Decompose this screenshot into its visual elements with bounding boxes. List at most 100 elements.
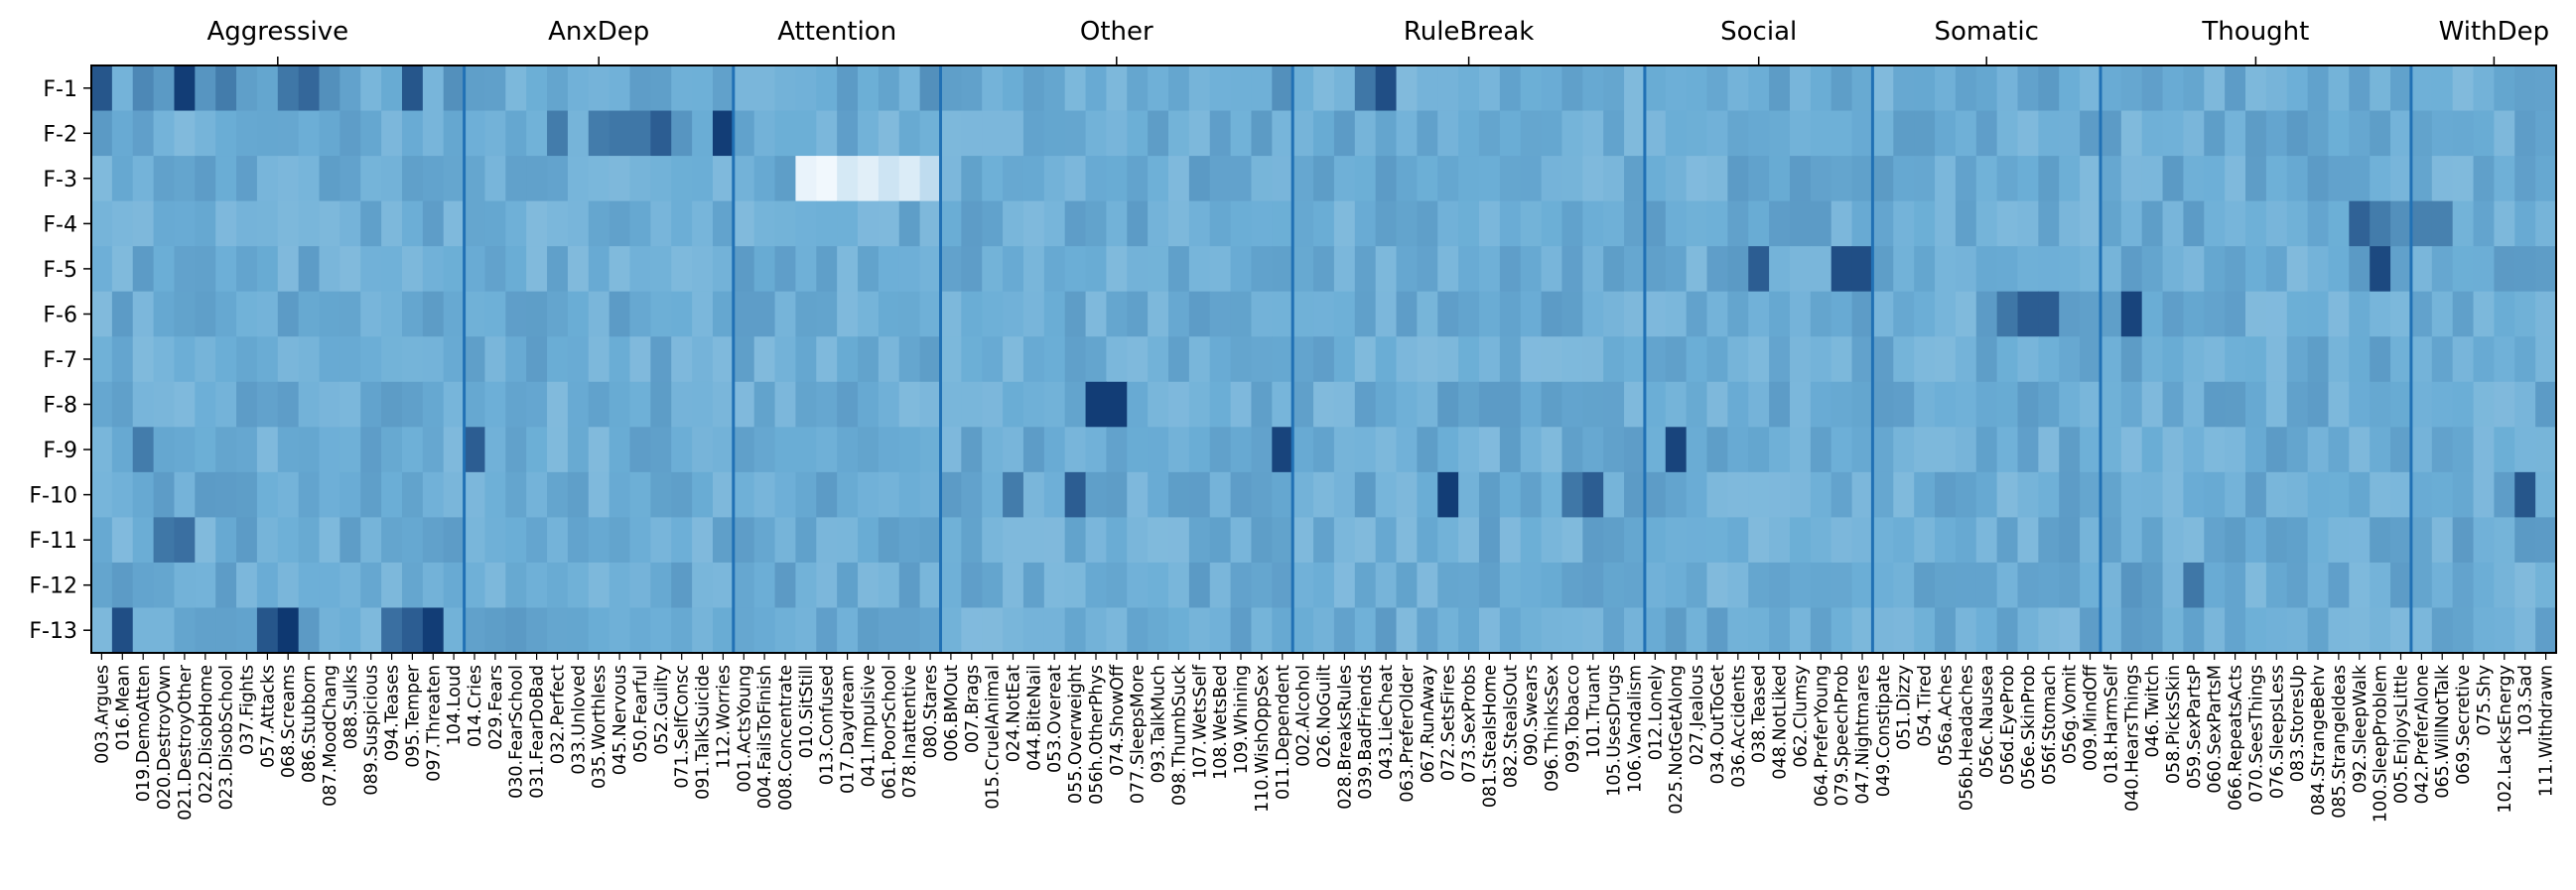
heatmap-cell: [1251, 156, 1273, 202]
heatmap-cell: [588, 156, 610, 202]
heatmap-cell: [2535, 517, 2557, 564]
heatmap-cell: [837, 381, 859, 428]
heatmap-cell: [1396, 427, 1418, 473]
heatmap-cell: [2141, 471, 2164, 518]
heatmap-cell: [443, 291, 466, 337]
column-label: 112.Worries: [714, 665, 734, 769]
heatmap-cell: [1168, 65, 1190, 112]
heatmap-cell: [1478, 110, 1501, 157]
heatmap-cell: [2328, 200, 2350, 247]
heatmap-cell: [484, 65, 506, 112]
heatmap-cell: [2410, 156, 2433, 202]
heatmap-cell: [961, 336, 983, 383]
heatmap-cell: [1851, 336, 1874, 383]
heatmap-cell: [1520, 200, 1543, 247]
heatmap-cell: [1499, 471, 1522, 518]
heatmap-cell: [319, 517, 340, 564]
heatmap-cell: [195, 607, 216, 654]
heatmap-cell: [753, 200, 776, 247]
heatmap-cell: [1830, 246, 1853, 293]
heatmap-cell: [319, 562, 340, 609]
heatmap-cell: [795, 110, 817, 157]
heatmap-cell: [1872, 517, 1894, 564]
heatmap-cell: [2494, 381, 2515, 428]
heatmap-cell: [1230, 336, 1253, 383]
heatmap-cell: [1313, 110, 1335, 157]
heatmap-cell: [2080, 200, 2101, 247]
column-label: 092.SleepWalk: [2351, 664, 2371, 793]
heatmap-cell: [1582, 291, 1604, 337]
heatmap-cell: [1043, 110, 1066, 157]
heatmap-cell: [1789, 471, 1812, 518]
heatmap-cell: [256, 381, 279, 428]
heatmap-cell: [1955, 156, 1977, 202]
heatmap-cell: [2059, 471, 2081, 518]
heatmap-cell: [132, 517, 155, 564]
heatmap-cell: [858, 200, 880, 247]
heatmap-cell: [2017, 246, 2039, 293]
heatmap-cell: [2431, 562, 2454, 609]
heatmap-cell: [2452, 156, 2475, 202]
heatmap-cell: [733, 562, 755, 609]
heatmap-cell: [692, 517, 714, 564]
column-label: 104.Loud: [445, 665, 465, 745]
heatmap-cell: [1085, 471, 1108, 518]
heatmap-cell: [1127, 200, 1149, 247]
heatmap-cell: [1188, 562, 1211, 609]
heatmap-cell: [1396, 471, 1418, 518]
heatmap-cell: [671, 200, 693, 247]
heatmap-cell: [1188, 200, 1211, 247]
heatmap-cell: [153, 65, 176, 112]
heatmap-cell: [774, 381, 797, 428]
heatmap-cell: [1789, 291, 1812, 337]
heatmap-cell: [1230, 471, 1253, 518]
column-label: 030.FearSchool: [507, 665, 527, 799]
column-label: 065.WillNotTalk: [2433, 664, 2453, 799]
heatmap-cell: [1292, 607, 1314, 654]
heatmap-cell: [1478, 562, 1501, 609]
heatmap-cell: [2431, 517, 2454, 564]
heatmap-cell: [1582, 110, 1604, 157]
heatmap-cell: [795, 291, 817, 337]
heatmap-cell: [816, 110, 838, 157]
heatmap-cell: [1975, 65, 1998, 112]
heatmap-cell: [1354, 562, 1377, 609]
heatmap-cell: [174, 517, 196, 564]
heatmap-cell: [2059, 65, 2081, 112]
heatmap-cell: [940, 291, 962, 337]
heatmap-cell: [919, 517, 942, 564]
heatmap-cell: [1043, 291, 1066, 337]
column-label: 069.Secretive: [2454, 665, 2474, 785]
heatmap-cell: [1644, 336, 1667, 383]
heatmap-cell: [2390, 607, 2412, 654]
heatmap-cell: [2100, 381, 2122, 428]
heatmap-cell: [1748, 517, 1770, 564]
heatmap-cell: [2370, 200, 2391, 247]
heatmap-cell: [2514, 246, 2536, 293]
heatmap-cell: [2307, 427, 2330, 473]
heatmap-cell: [1914, 65, 1936, 112]
heatmap-cell: [2059, 607, 2081, 654]
heatmap-cell: [2514, 562, 2536, 609]
heatmap-cell: [526, 336, 548, 383]
heatmap-cell: [339, 562, 361, 609]
heatmap-cell: [1064, 336, 1087, 383]
heatmap-cell: [2452, 517, 2475, 564]
heatmap-cell: [650, 200, 672, 247]
heatmap-cell: [588, 381, 610, 428]
heatmap-cell: [1106, 200, 1128, 247]
heatmap-cell: [484, 291, 506, 337]
column-label: 064.PreferYoung: [1812, 665, 1831, 807]
heatmap-cell: [1333, 427, 1356, 473]
heatmap-cell: [2307, 607, 2330, 654]
heatmap-cell: [505, 607, 527, 654]
heatmap-cell: [692, 562, 714, 609]
heatmap-cell: [2038, 336, 2060, 383]
heatmap-cell: [1830, 607, 1853, 654]
heatmap-cell: [1354, 517, 1377, 564]
heatmap-cell: [236, 65, 258, 112]
column-label: 093.TalkMuch: [1150, 665, 1169, 783]
heatmap-cell: [2514, 607, 2536, 654]
heatmap-cell: [795, 246, 817, 293]
heatmap-cell: [2349, 110, 2371, 157]
